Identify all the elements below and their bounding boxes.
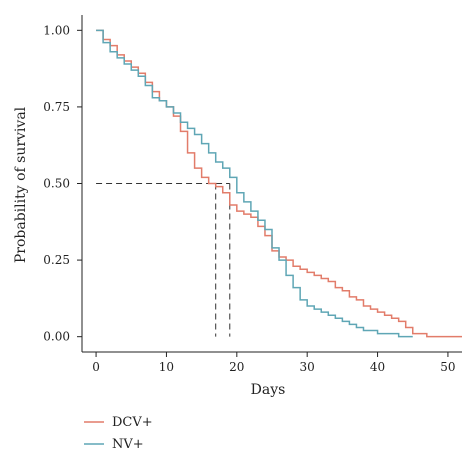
x-tick-label: 10 bbox=[159, 360, 174, 374]
survival-curve-nv bbox=[96, 29, 413, 338]
series-lines bbox=[96, 29, 462, 338]
x-tick-label: 30 bbox=[300, 360, 315, 374]
y-tick-label: 0.25 bbox=[43, 253, 70, 267]
x-tick-label: 20 bbox=[229, 360, 244, 374]
x-tick-label: 0 bbox=[92, 360, 100, 374]
legend-label-nv: NV+ bbox=[112, 437, 144, 452]
median-guides bbox=[96, 183, 231, 337]
x-tick-label: 50 bbox=[440, 360, 455, 374]
y-tick-label: 0.75 bbox=[43, 100, 70, 114]
legend: DCV+ NV+ bbox=[84, 415, 153, 452]
x-tick-label: 40 bbox=[370, 360, 385, 374]
y-tick-label: 0.00 bbox=[43, 330, 70, 344]
tick-labels: 0 10 20 30 40 50 0.00 0.25 0.50 0.75 1.00 bbox=[43, 23, 455, 374]
y-tick-label: 0.50 bbox=[43, 177, 70, 191]
y-tick-label: 1.00 bbox=[43, 23, 70, 37]
legend-label-dcv: DCV+ bbox=[112, 415, 153, 430]
y-axis-title: Probability of survival bbox=[13, 106, 29, 263]
x-axis-title: Days bbox=[251, 382, 286, 398]
